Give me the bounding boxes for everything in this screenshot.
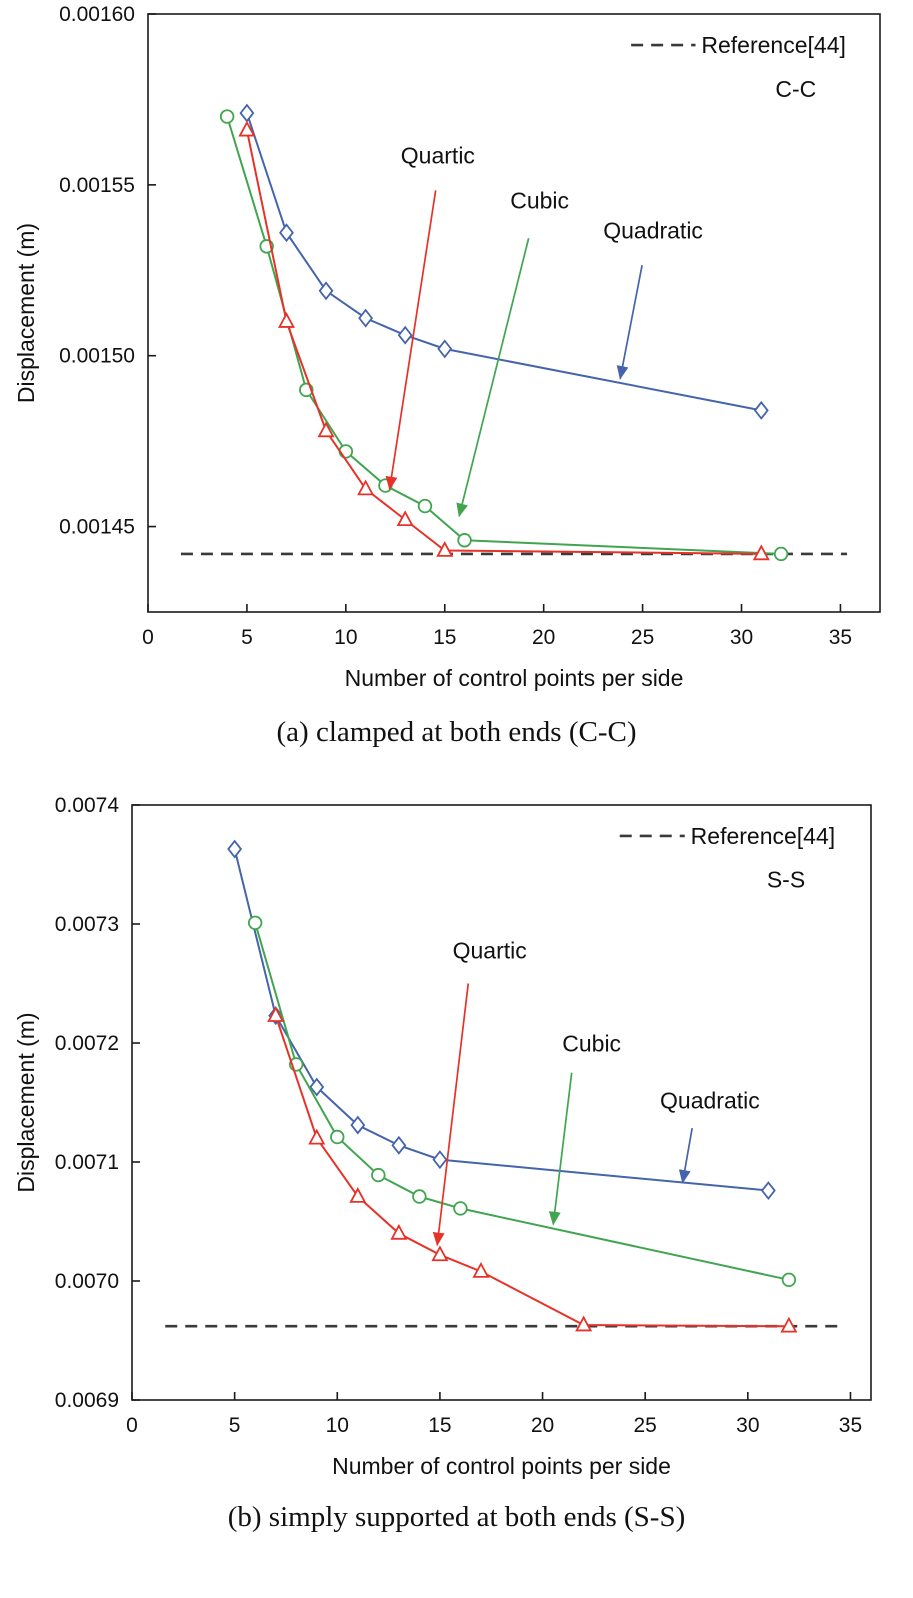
- diamond-marker-quadratic: [279, 223, 294, 243]
- x-axis-label: Number of control points per side: [345, 665, 684, 691]
- triangle-marker-quartic: [472, 1261, 490, 1278]
- x-tick-label: 10: [334, 626, 357, 649]
- circle-marker-cubic: [773, 546, 789, 562]
- diamond-marker-quadratic: [309, 1077, 325, 1097]
- x-tick-label: 25: [634, 1414, 657, 1437]
- y-tick-label: 0.00150: [59, 345, 135, 368]
- chart-a-figure: 0 5 10 15 20 25 30 35 0.00145 0.00150 0.00155 0.001…: [0, 0, 913, 785]
- circle-marker-cubic: [219, 109, 235, 124]
- y-tick-label: 0.0074: [55, 794, 120, 817]
- diamond-marker-quadratic: [432, 1150, 448, 1170]
- triangle-marker-quartic: [575, 1315, 593, 1332]
- triangle-marker-quartic: [349, 1187, 367, 1203]
- diamond-marker-quadratic: [318, 281, 334, 301]
- y-axis-label: Displacement (m): [13, 223, 39, 403]
- series-line-cubic: [226, 116, 782, 555]
- circle-marker-cubic: [330, 1129, 345, 1145]
- annotation-arrow-quartic: [432, 983, 470, 1247]
- x-tick-label: 15: [433, 626, 456, 649]
- annotation-label-quartic: Quartic: [453, 938, 527, 964]
- triangle-marker-quartic: [390, 1223, 408, 1240]
- triangle-marker-quartic: [267, 1006, 285, 1022]
- circle-marker-cubic: [781, 1272, 797, 1288]
- annotation-arrow-cubic: [456, 238, 530, 518]
- chart-b-figure: 0 5 10 15 20 25 30 35 0.0069 0.0070 0.0071 0.0072 0.…: [0, 785, 913, 1570]
- annotation-arrow-cubic: [548, 1072, 573, 1226]
- triangle-marker-quartic: [396, 510, 414, 527]
- diamond-marker-quadratic: [227, 839, 243, 859]
- chart-b-caption: (b) simply supported at both ends (S-S): [227, 1501, 686, 1533]
- x-tick-label: 5: [229, 1414, 241, 1437]
- triangle-marker-quartic: [357, 479, 375, 496]
- chart-a-canvas: 0 5 10 15 20 25 30 35 0.00145 0.00150 0.00155 0.001…: [13, 3, 881, 691]
- diamond-marker-quadratic: [350, 1115, 366, 1135]
- diamond-marker-quadratic: [397, 325, 413, 345]
- y-tick-label: 0.0070: [55, 1270, 119, 1293]
- triangle-marker-quartic: [436, 540, 454, 557]
- y-tick-label: 0.0073: [55, 913, 119, 936]
- triangle-marker-quartic: [780, 1316, 798, 1333]
- y-tick-label: 0.0071: [55, 1151, 119, 1174]
- x-tick-label: 35: [839, 1414, 862, 1437]
- diamond-marker-quadratic: [753, 400, 769, 420]
- series-line-quartic: [245, 129, 762, 555]
- diamond-marker-quadratic: [239, 103, 255, 123]
- series-line-quartic: [274, 1015, 789, 1328]
- circle-marker-cubic: [453, 1201, 468, 1216]
- annotation-arrow-quadratic: [616, 264, 643, 380]
- circle-marker-cubic: [371, 1167, 386, 1183]
- chart-a-caption: (a) clamped at both ends (C-C): [276, 716, 637, 748]
- x-tick-label: 25: [631, 626, 654, 649]
- x-tick-label: 0: [142, 626, 154, 649]
- circle-marker-cubic: [247, 915, 263, 931]
- x-tick-label: 35: [829, 626, 852, 649]
- diamond-marker-quadratic: [760, 1181, 776, 1201]
- triangle-marker-quartic: [238, 120, 256, 137]
- annotation-label-cubic: Cubic: [510, 187, 569, 213]
- triangle-marker-quartic: [317, 421, 335, 438]
- series-line-quadratic: [245, 112, 762, 412]
- legend-condition-label: C-C: [775, 76, 816, 102]
- triangle-marker-quartic: [277, 312, 295, 328]
- y-tick-label: 0.0069: [55, 1389, 119, 1412]
- annotation-arrow-quadratic: [678, 1127, 693, 1184]
- annotation-label-quadratic: Quadratic: [603, 217, 703, 243]
- x-tick-label: 15: [428, 1414, 451, 1437]
- plot-frame: [147, 13, 881, 613]
- x-tick-label: 20: [531, 1414, 554, 1437]
- plot-frame: [131, 804, 872, 1401]
- annotation-label-cubic: Cubic: [562, 1030, 621, 1056]
- circle-marker-cubic: [412, 1189, 427, 1204]
- y-tick-label: 0.00145: [59, 516, 135, 539]
- x-tick-label: 30: [730, 626, 753, 649]
- diamond-marker-quadratic: [391, 1135, 407, 1155]
- x-tick-label: 10: [326, 1414, 349, 1437]
- x-tick-label: 30: [736, 1414, 759, 1437]
- diamond-marker-quadratic: [358, 308, 374, 328]
- x-tick-label: 20: [532, 626, 555, 649]
- y-tick-label: 0.0072: [55, 1032, 119, 1055]
- chart-b-canvas: 0 5 10 15 20 25 30 35 0.0069 0.0070 0.0071 0.0072 0.…: [13, 794, 872, 1479]
- legend-reference-label: Reference[44]: [701, 32, 845, 58]
- circle-marker-cubic: [457, 533, 472, 548]
- legend-reference-label: Reference[44]: [691, 823, 835, 849]
- triangle-marker-quartic: [752, 544, 770, 561]
- annotation-label-quadratic: Quadratic: [660, 1087, 760, 1113]
- circle-marker-cubic: [417, 498, 433, 514]
- y-tick-label: 0.00155: [59, 174, 135, 197]
- triangle-marker-quartic: [431, 1245, 449, 1262]
- diamond-marker-quadratic: [437, 339, 453, 359]
- x-tick-label: 0: [126, 1414, 138, 1437]
- x-tick-label: 5: [241, 626, 253, 649]
- legend-condition-label: S-S: [767, 866, 805, 892]
- triangle-marker-quartic: [308, 1128, 326, 1145]
- annotation-arrow-quartic: [385, 190, 437, 491]
- y-tick-label: 0.00160: [59, 3, 135, 26]
- x-axis-label: Number of control points per side: [332, 1453, 671, 1479]
- annotation-label-quartic: Quartic: [401, 143, 475, 169]
- y-axis-label: Displacement (m): [13, 1012, 39, 1192]
- circle-marker-cubic: [338, 444, 354, 459]
